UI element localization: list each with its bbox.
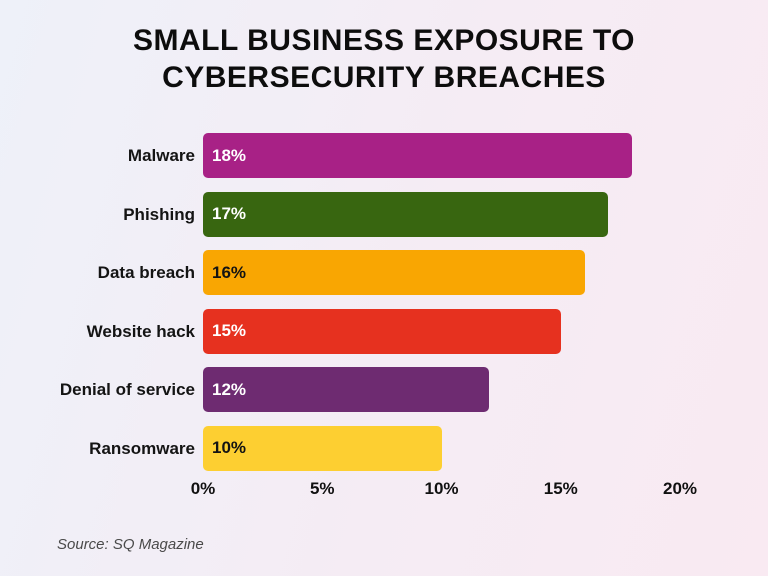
x-axis-tick: 10% [424, 479, 459, 498]
bar: 18% [203, 133, 632, 178]
x-axis-tick: 20% [662, 479, 698, 498]
value-label: 16% [212, 262, 247, 282]
category-label: Malware [127, 146, 195, 165]
value-label: 12% [212, 379, 247, 399]
source-caption: Source: SQ Magazine [57, 536, 204, 553]
category-label: Data breach [97, 263, 195, 282]
chart-row: Denial of service 12% [0, 367, 768, 412]
chart-row: Phishing 17% [0, 191, 768, 237]
bar: 17% [203, 191, 608, 237]
x-axis-tick: 5% [309, 479, 335, 498]
category-label: Ransomware [89, 438, 195, 458]
x-axis: 0% 5% 10% 15% 20% [0, 479, 768, 501]
chart-row: Data breach 16% [0, 250, 768, 295]
category-label: Denial of service [59, 380, 195, 399]
chart-row: Ransomware 10% [0, 425, 768, 471]
chart-row: Website hack 15% [0, 308, 768, 354]
value-label: 18% [212, 145, 247, 165]
chart-title: SMALL BUSINESS EXPOSURE TO CYBERSECURITY… [133, 24, 635, 94]
value-label: 17% [212, 204, 247, 223]
category-label: Website hack [86, 321, 195, 341]
value-label: 10% [212, 438, 247, 457]
value-label: 15% [212, 321, 247, 340]
category-label: Phishing [123, 204, 195, 224]
x-axis-tick: 0% [190, 479, 216, 498]
x-axis-tick: 15% [543, 479, 578, 498]
bar: 10% [203, 425, 442, 471]
chart-row: Malware 18% [0, 133, 768, 178]
bar: 15% [203, 308, 561, 354]
bar: 16% [203, 250, 585, 295]
bar: 12% [203, 367, 489, 412]
